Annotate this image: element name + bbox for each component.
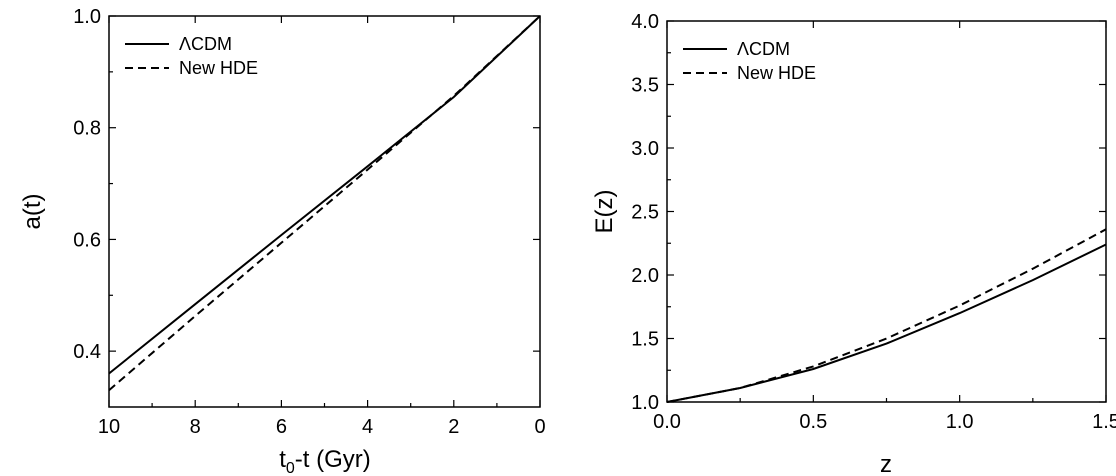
right-y-tick-label: 3.0	[631, 138, 659, 160]
right-legend-label: ΛCDM	[737, 39, 790, 59]
left-legend: ΛCDM New HDE	[125, 34, 258, 78]
left-y-tick-label: 0.6	[73, 229, 101, 251]
right-series-group	[666, 228, 1107, 403]
right-x-axis-title: z	[880, 451, 892, 476]
left-legend-label: New HDE	[179, 58, 258, 78]
left-x-tick-label: 10	[98, 416, 120, 438]
left-y-axis-title: a(t)	[19, 194, 46, 230]
right-x-tick-label: 1.5	[1092, 411, 1116, 433]
left-y-tick-label: 0.4	[73, 341, 101, 363]
right-series-lcdm-line	[666, 243, 1107, 403]
left-ticks: 10 8 6 4 2 0 0.4 0.6 0.8 1.0	[73, 6, 545, 438]
right-y-axis-title: E(z)	[591, 190, 618, 234]
right-x-tick-label: 1.0	[946, 411, 974, 433]
left-series-lcdm-line	[108, 15, 541, 375]
right-series-new-hde-line	[666, 228, 1107, 403]
right-plot-frame	[666, 20, 1107, 403]
right-y-tick-label: 3.5	[631, 75, 659, 97]
left-y-tick-label: 1.0	[73, 6, 101, 28]
left-x-title-sub: 0	[286, 460, 295, 476]
left-x-tick-label: 0	[534, 416, 545, 438]
left-x-title-rest: -t (Gyr)	[295, 446, 371, 473]
right-chart-panel: 0.0 0.5 1.0 1.5 1.0 1.5 2.0 2.5 3.0 3.5 4.0 ΛCDM Ne…	[591, 11, 1116, 476]
left-x-tick-label: 6	[276, 416, 287, 438]
right-ticks: 0.0 0.5 1.0 1.5 1.0 1.5 2.0 2.5 3.0 3.5 4.0	[631, 11, 1116, 433]
right-legend: ΛCDM New HDE	[683, 39, 816, 83]
left-x-tick-label: 4	[362, 416, 373, 438]
right-y-tick-label: 4.0	[631, 11, 659, 33]
left-series-new-hde-line	[108, 15, 541, 391]
left-legend-label: ΛCDM	[179, 34, 232, 54]
right-y-tick-label: 2.5	[631, 202, 659, 224]
right-x-tick-label: 0.0	[653, 411, 681, 433]
left-x-axis-title: t0-t (Gyr)	[279, 446, 371, 476]
left-x-title-main: t	[279, 446, 286, 473]
left-y-tick-label: 0.8	[73, 118, 101, 140]
right-legend-label: New HDE	[737, 63, 816, 83]
left-x-tick-label: 2	[448, 416, 459, 438]
right-y-tick-label: 1.5	[631, 329, 659, 351]
right-y-tick-label: 1.0	[631, 392, 659, 414]
left-x-tick-label: 8	[190, 416, 201, 438]
right-x-tick-label: 0.5	[799, 411, 827, 433]
left-series-group	[108, 15, 541, 391]
right-y-tick-label: 2.0	[631, 265, 659, 287]
left-plot-frame	[108, 15, 541, 408]
